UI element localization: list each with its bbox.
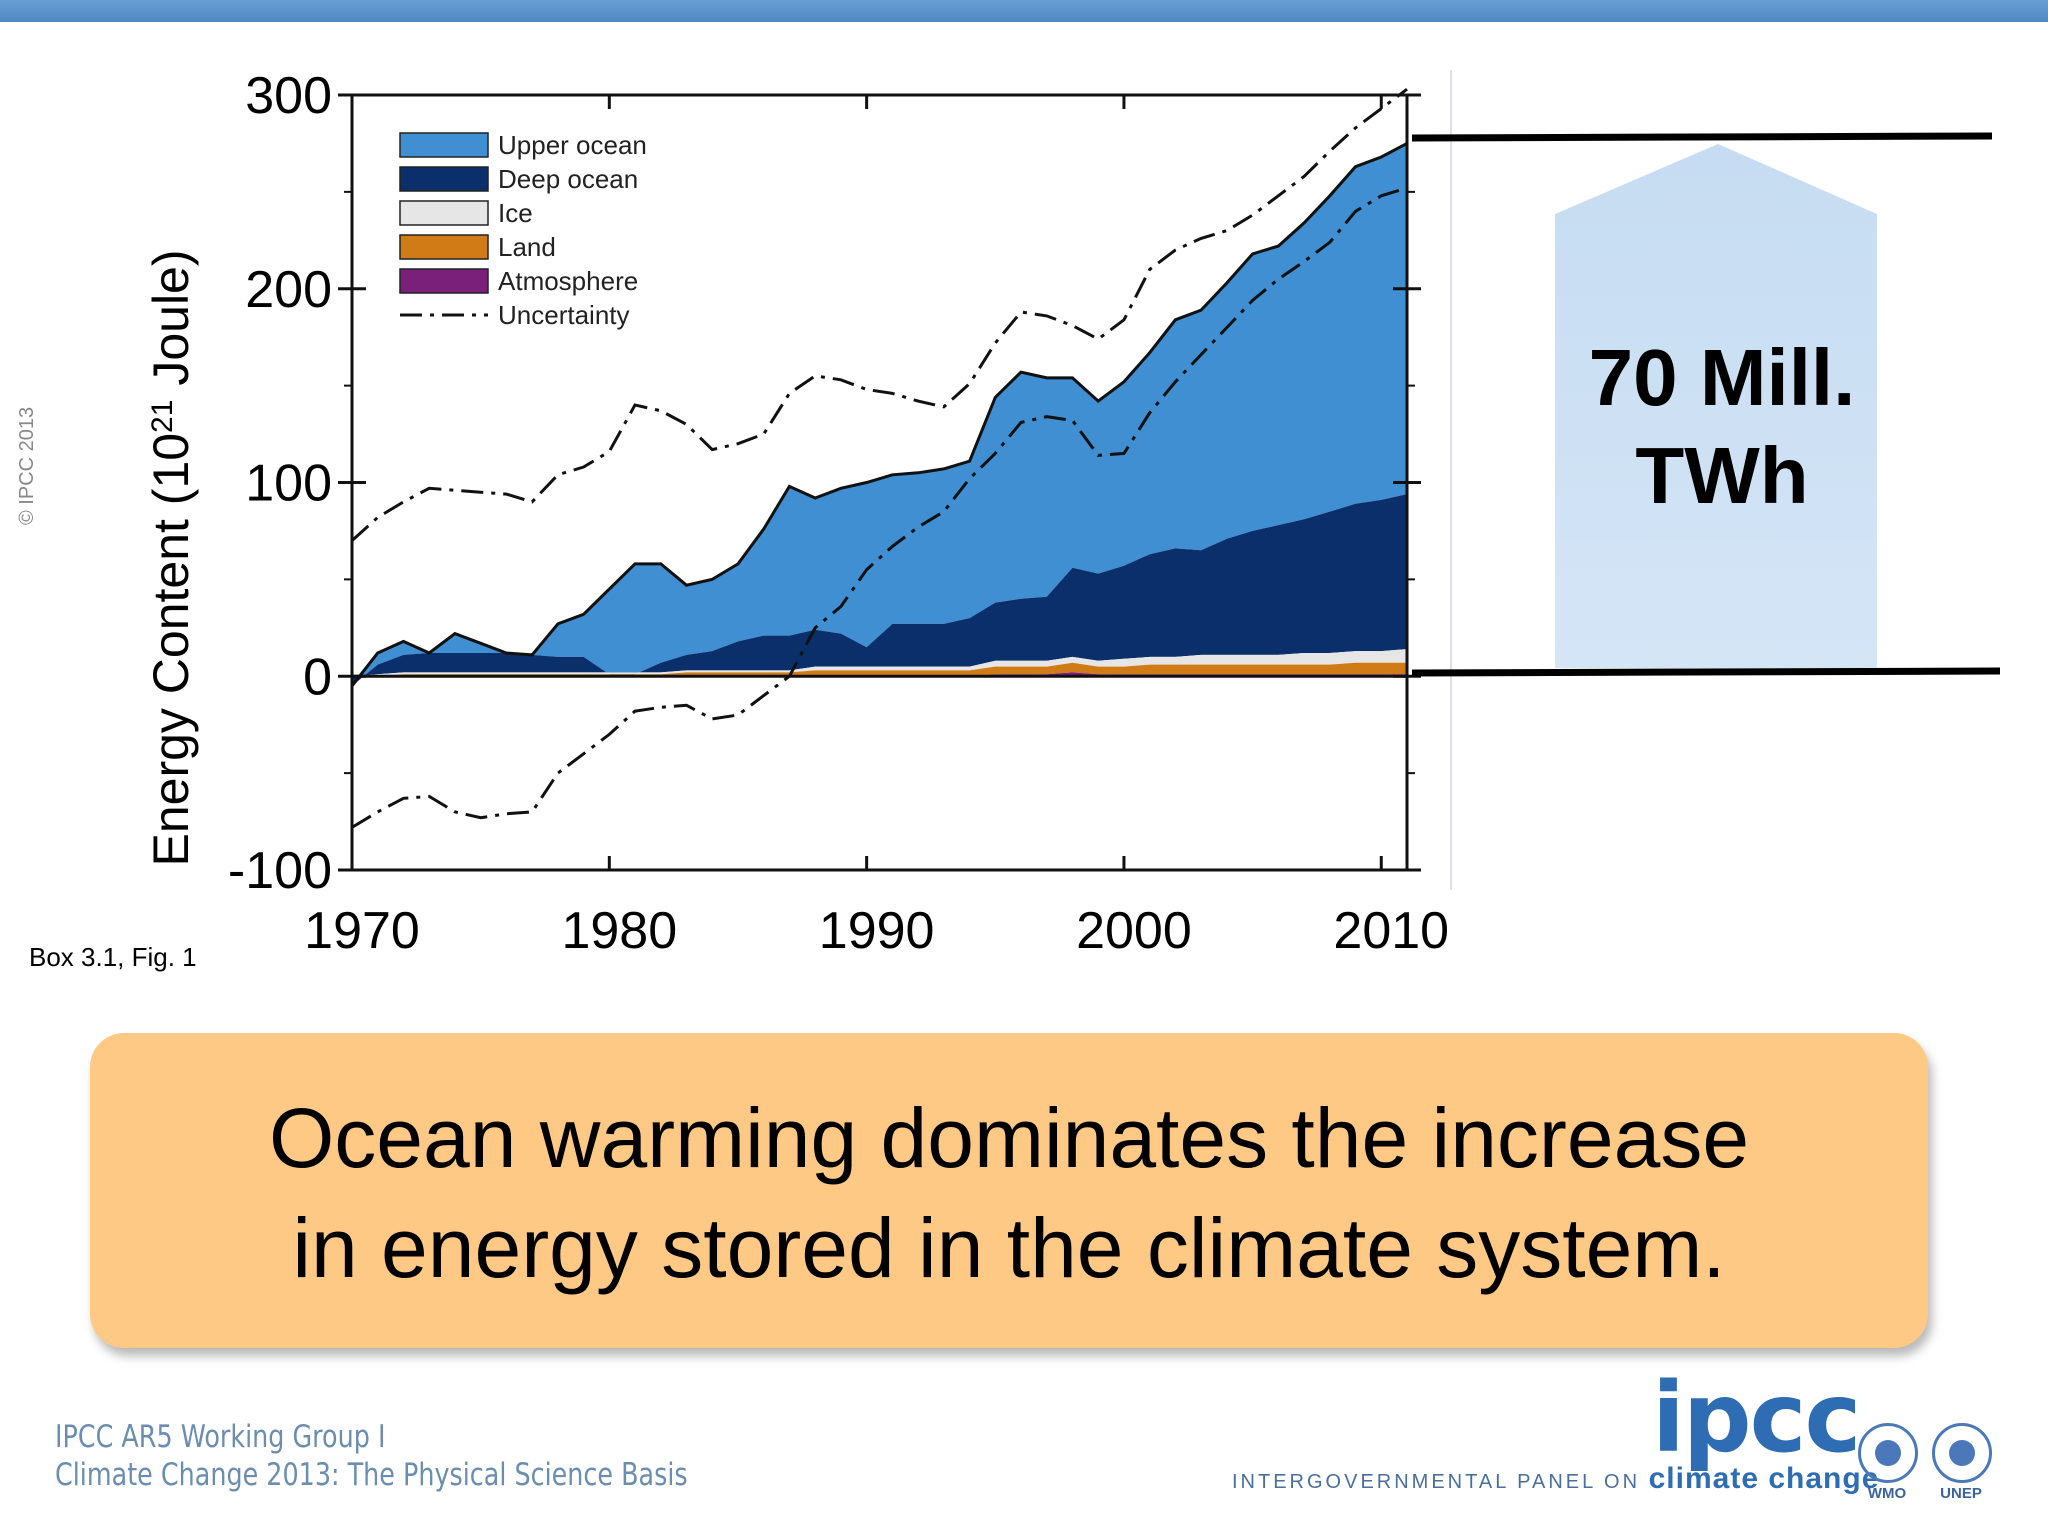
wmo-emblem-icon [1858,1423,1918,1483]
ipcc-logo: ipcc [1652,1362,1861,1474]
area-upper-ocean [352,143,1407,686]
y-tick-label: 100 [245,455,332,513]
ipcc-full-name: INTERGOVERNMENTAL PANEL ON climate chang… [1232,1462,1879,1496]
bracket-line-bottom [1411,667,2001,677]
unep-logo: UNEP [1932,1423,1992,1502]
y-tick-label: -100 [228,842,332,900]
wmo-logo: WMO [1858,1423,1918,1502]
area-ice [352,649,1407,677]
footer-line-2: Climate Change 2013: The Physical Scienc… [55,1457,688,1493]
bracket-line-top [1411,132,1993,142]
x-tick-label: 2010 [1333,902,1449,960]
legend-swatch-deep-ocean [399,166,489,192]
uncertainty-lower-line [351,186,1408,829]
area-land [352,662,1407,677]
legend-swatch-land [399,234,489,260]
footer-citation: IPCC AR5 Working Group I Climate Change … [55,1418,688,1494]
legend-label-deep-ocean: Deep ocean [498,164,638,194]
unep-emblem-icon [1932,1423,1992,1483]
y-tick-label: 300 [245,67,332,125]
callout-line-2: in energy stored in the climate system. [292,1201,1726,1295]
callout-line-1: Ocean warming dominates the increase [268,1091,1750,1185]
top-bar [0,0,2048,22]
y-axis-label-unit: Joule) [143,249,199,399]
legend-label-upper-ocean: Upper ocean [498,130,647,160]
footer-line-1: IPCC AR5 Working Group I [55,1419,386,1455]
chart-legend: Upper ocean Deep ocean Ice Land Atmosphere Un… [399,130,647,330]
legend-label-land: Land [498,232,556,262]
legend-label-atmosphere: Atmosphere [498,266,638,296]
legend-swatch-ice [399,200,489,226]
legend-swatch-upper-ocean [399,132,489,158]
legend-swatch-atmosphere [399,268,489,294]
y-tick-label: 0 [303,648,332,706]
arrow-label-line2: TWh [1635,431,1808,520]
y-tick-label: 200 [245,261,332,319]
uncertainty-upper-line [350,88,1408,542]
figure-reference: Box 3.1, Fig. 1 [29,942,197,972]
legend-label-ice: Ice [498,198,533,228]
unep-label: UNEP [1940,1485,1982,1502]
ipcc-full-prefix: INTERGOVERNMENTAL PANEL ON [1232,1471,1641,1493]
x-tick-label: 1980 [561,902,677,960]
x-tick-label: 2000 [1076,902,1192,960]
arrow-label-line1: 70 Mill. [1589,333,1856,422]
area-deep-ocean [352,494,1407,686]
legend-label-uncertainty: Uncertainty [498,300,630,330]
copyright-note: © IPCC 2013 [16,406,38,525]
y-axis-label-base: Energy Content (10 [143,433,199,867]
x-tick-label: 1990 [819,902,935,960]
ipcc-full-suffix: climate change [1648,1462,1880,1495]
total-outline [350,142,1408,687]
callout-text: Ocean warming dominates the increase in … [90,1083,1928,1303]
x-tick-label: 1970 [304,902,420,960]
energy-arrow [1555,144,1877,668]
wmo-label: WMO [1867,1485,1907,1502]
callout-box: Ocean warming dominates the increase in … [90,1033,1928,1348]
y-axis-label-exponent: 21 [146,400,179,433]
y-axis-label: Energy Content (1021 Joule) [143,249,199,866]
